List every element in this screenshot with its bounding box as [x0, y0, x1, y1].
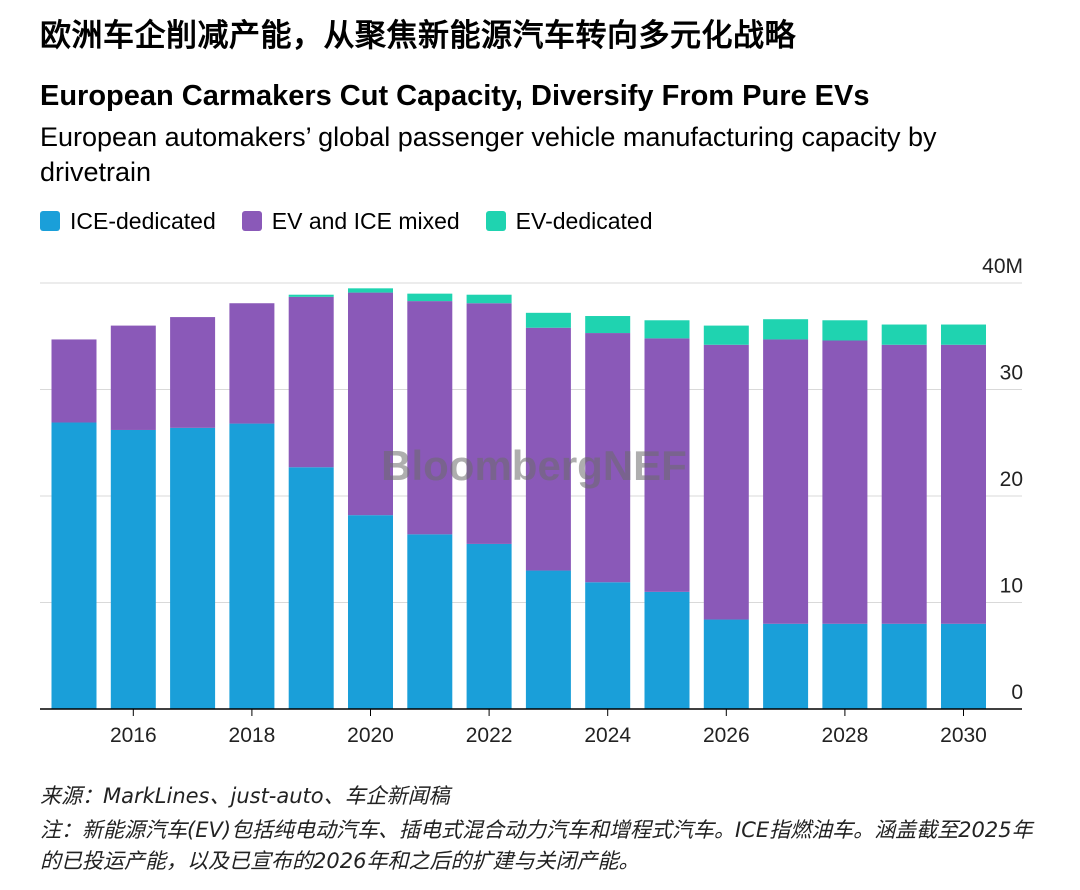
bar-ice-2026 — [703, 619, 749, 709]
bar-mixed-2025 — [644, 338, 690, 592]
bar-ice-2015 — [51, 422, 97, 709]
footnote: 注：新能源汽车(EV)包括纯电动汽车、插电式混合动力汽车和增程式汽车。ICE指燃… — [40, 818, 1033, 873]
y-tick-label: 20 — [1000, 468, 1023, 491]
bar-mixed-2019 — [288, 296, 334, 468]
bar-mixed-2020 — [348, 292, 393, 516]
x-tick-label: 2020 — [347, 724, 394, 747]
bar-ice-2024 — [585, 582, 631, 709]
y-tick-label: 0 — [1011, 681, 1023, 704]
legend-swatch-ice — [40, 211, 60, 231]
legend-item-ice: ICE-dedicated — [40, 208, 216, 235]
bar-ice-2017 — [170, 427, 216, 709]
bar-ev-2029 — [881, 324, 927, 345]
x-tick-label: 2028 — [822, 724, 869, 747]
bar-ev-2020 — [348, 288, 393, 293]
bar-mixed-2015 — [51, 339, 97, 423]
x-axis: 2016 2018 2020 2022 2024 2026 2028 2030 — [40, 708, 1022, 747]
y-tick-label: 40M — [982, 255, 1023, 278]
x-tick-label: 2016 — [110, 724, 157, 747]
legend-item-ev: EV-dedicated — [485, 207, 653, 235]
watermark-bloombergnef: BloombergNEF — [381, 442, 687, 489]
y-tick-label: 10 — [1000, 575, 1023, 598]
bar-ice-2023 — [525, 570, 571, 709]
legend-swatch-mixed — [241, 211, 262, 231]
bar-ev-2026 — [703, 325, 749, 345]
x-tick-label: 2026 — [703, 724, 750, 747]
legend-item-mixed: EV and ICE mixed — [241, 207, 460, 235]
bar-ice-2022 — [466, 543, 512, 709]
source-note: 来源：MarkLines、just-auto、车企新闻稿 — [40, 784, 450, 808]
bar-ev-2022 — [466, 294, 512, 304]
bar-mixed-2026 — [703, 344, 749, 620]
bar-ice-2019 — [288, 467, 334, 709]
bar-ev-2027 — [763, 319, 809, 340]
x-tick-label: 2022 — [466, 724, 513, 747]
chinese-headline: 欧洲车企削减产能，从聚焦新能源汽车转向多元化战略 — [40, 18, 796, 54]
bar-ev-2028 — [822, 320, 868, 341]
bars — [51, 288, 986, 709]
legend-label-ice: ICE-dedicated — [70, 207, 216, 234]
chart-title: European Carmakers Cut Capacity, Diversi… — [40, 80, 870, 112]
bar-ice-2016 — [110, 429, 156, 709]
bar-ice-2018 — [229, 423, 275, 709]
bar-ev-2030 — [941, 324, 986, 345]
bar-mixed-2028 — [822, 340, 868, 624]
bar-mixed-2016 — [110, 325, 156, 430]
y-axis-labels: 0 10 20 30 40M — [982, 255, 1023, 704]
legend-label-ev: EV-dedicated — [515, 207, 653, 234]
bar-ev-2023 — [525, 312, 571, 328]
bar-mixed-2023 — [525, 327, 571, 571]
bar-ice-2025 — [644, 591, 690, 709]
legend: ICE-dedicated EV and ICE mixed EV-dedica… — [40, 205, 679, 237]
bar-ice-2027 — [763, 623, 809, 709]
bar-mixed-2027 — [763, 339, 809, 624]
bar-ice-2029 — [881, 623, 927, 709]
legend-label-mixed: EV and ICE mixed — [271, 207, 460, 234]
bar-ice-2030 — [941, 623, 986, 709]
bar-ice-2020 — [348, 515, 393, 709]
bar-mixed-2030 — [941, 344, 986, 624]
bar-mixed-2021 — [407, 301, 453, 535]
bar-mixed-2024 — [585, 333, 631, 583]
x-tick-label: 2030 — [940, 724, 987, 747]
bar-mixed-2017 — [170, 317, 216, 428]
x-tick-label: 2024 — [584, 724, 631, 747]
x-tick-label: 2018 — [229, 724, 276, 747]
y-tick-label: 30 — [1000, 362, 1023, 385]
bar-ev-2021 — [407, 293, 453, 302]
bar-ev-2019 — [288, 294, 334, 297]
bar-ev-2025 — [644, 320, 690, 339]
bar-ice-2028 — [822, 623, 868, 709]
bar-mixed-2018 — [229, 303, 275, 424]
bar-mixed-2022 — [466, 303, 512, 544]
legend-swatch-ev — [485, 211, 506, 231]
chart-subtitle: European automakers’ global passenger ve… — [40, 122, 937, 187]
bar-ice-2021 — [407, 534, 453, 709]
bar-mixed-2029 — [881, 344, 927, 624]
bar-ev-2024 — [585, 316, 631, 334]
